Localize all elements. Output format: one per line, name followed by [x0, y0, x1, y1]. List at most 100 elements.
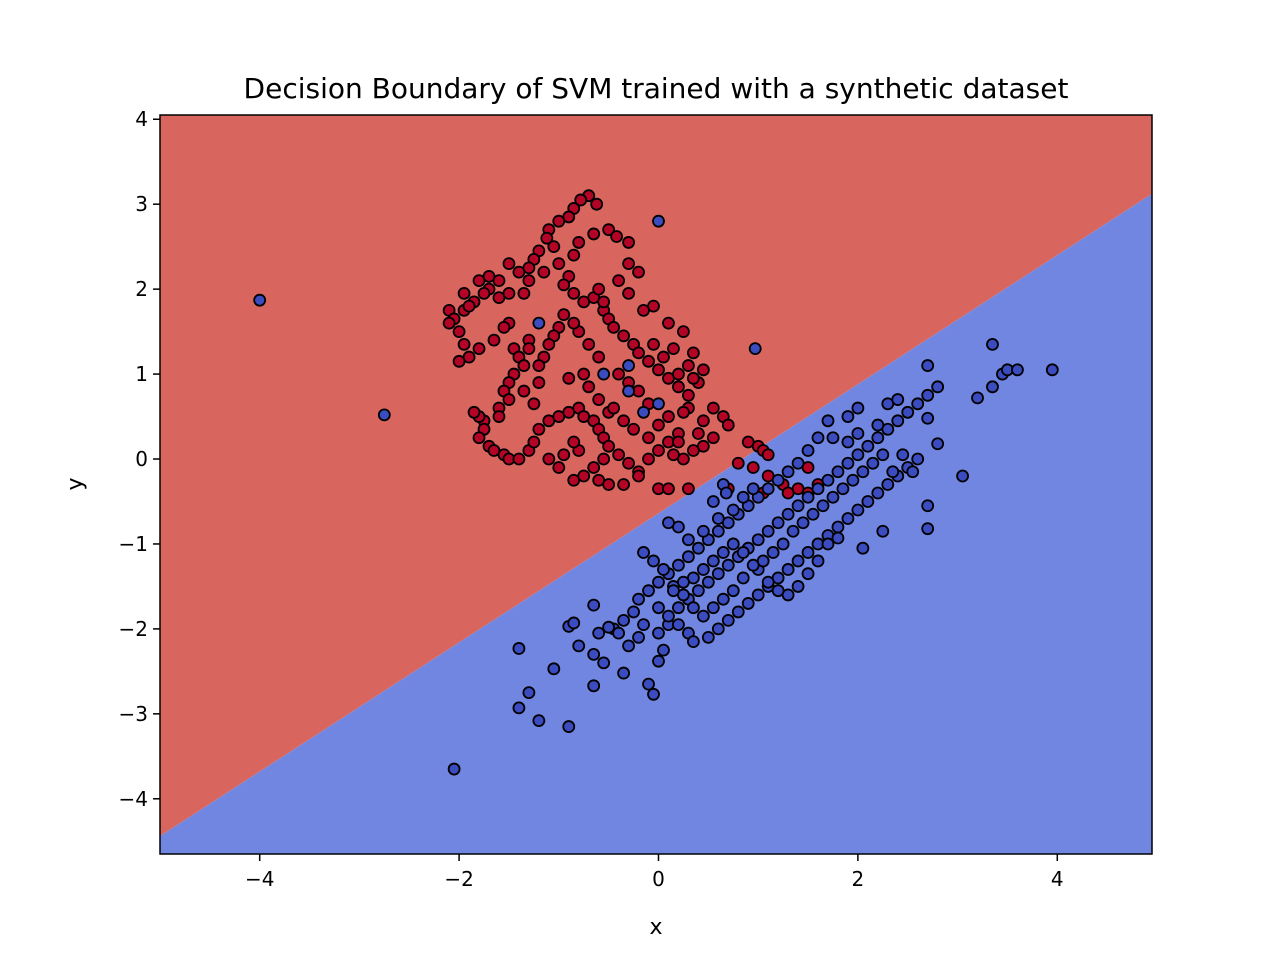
blue-class-point	[911, 397, 925, 411]
blue-class-point	[831, 520, 845, 534]
blue-class-point	[781, 465, 795, 479]
blue-class-point	[811, 554, 825, 568]
blue-class-point	[731, 605, 745, 619]
red-class-point	[642, 354, 655, 368]
red-class-point	[597, 295, 611, 309]
red-class-point	[647, 337, 660, 351]
blue-class-point	[622, 384, 635, 398]
blue-class-point	[691, 584, 705, 598]
blue-class-point	[816, 499, 830, 513]
blue-class-point	[801, 567, 815, 581]
red-class-point	[517, 286, 531, 300]
blue-class-point	[592, 626, 606, 640]
red-class-point	[517, 359, 531, 372]
blue-class-point	[746, 482, 760, 496]
red-class-point	[557, 448, 571, 462]
red-class-point	[542, 452, 556, 466]
red-class-point	[452, 354, 466, 368]
blue-class-point	[726, 503, 740, 517]
red-class-point	[557, 308, 571, 322]
blue-class-point	[911, 452, 925, 466]
red-class-point	[522, 274, 536, 288]
blue-class-region	[160, 193, 1152, 854]
red-class-point	[637, 303, 650, 317]
red-class-point	[542, 337, 556, 351]
blue-class-point	[622, 359, 635, 372]
blue-class-point	[686, 635, 700, 649]
blue-class-point	[716, 546, 730, 559]
blue-class-point	[956, 469, 969, 483]
red-class-point	[532, 376, 546, 389]
x-axis: −4 −2 0 2 4	[245, 854, 1064, 891]
y-tick-label: −4	[119, 787, 148, 811]
blue-class-point	[512, 701, 526, 715]
blue-class-point	[841, 512, 855, 525]
blue-class-point	[736, 490, 750, 504]
blue-class-point	[891, 414, 905, 428]
x-axis-label: x	[649, 915, 662, 940]
blue-class-point	[377, 408, 391, 422]
red-class-point	[682, 388, 695, 402]
red-class-point	[567, 316, 581, 330]
blue-class-point	[851, 427, 865, 440]
red-class-point	[682, 359, 695, 372]
blue-class-point	[851, 448, 865, 462]
blue-class-point	[682, 533, 695, 547]
red-class-point	[617, 478, 630, 491]
blue-class-point	[851, 503, 865, 517]
blue-class-point	[597, 367, 611, 381]
red-class-point	[602, 478, 616, 491]
blue-class-point	[836, 482, 850, 496]
red-class-point	[612, 448, 626, 462]
blue-class-point	[931, 437, 945, 451]
red-class-point	[472, 342, 486, 355]
blue-class-point	[736, 546, 750, 559]
blue-class-point	[876, 448, 890, 462]
blue-class-point	[871, 431, 885, 445]
red-class-point	[652, 444, 665, 457]
blue-class-point	[931, 380, 945, 394]
blue-class-point	[921, 359, 935, 372]
blue-class-point	[856, 465, 870, 479]
red-class-point	[642, 431, 655, 445]
blue-class-point	[617, 614, 630, 627]
y-tick-label: 1	[135, 362, 148, 386]
blue-class-point	[612, 626, 626, 640]
red-class-point	[677, 405, 690, 419]
red-class-point	[672, 367, 685, 381]
y-tick-label: 0	[135, 447, 148, 471]
blue-class-point	[881, 478, 895, 491]
blue-class-point	[791, 580, 805, 593]
blue-class-point	[672, 558, 685, 572]
blue-class-point	[627, 605, 640, 619]
blue-class-point	[771, 473, 785, 487]
red-class-point	[502, 393, 516, 406]
red-class-point	[610, 230, 624, 243]
blue-class-point	[716, 592, 730, 606]
blue-class-point	[532, 714, 546, 728]
red-class-point	[532, 359, 546, 372]
blue-class-point	[821, 537, 835, 551]
plot-frame	[159, 114, 1153, 855]
red-class-point	[622, 236, 635, 249]
blue-class-point	[791, 499, 805, 513]
blue-class-point	[781, 563, 795, 576]
red-class-point	[532, 422, 546, 436]
red-class-point	[467, 405, 481, 419]
y-axis: −4 −3 −2 −1 0 1 2 3 4	[119, 107, 160, 811]
blue-class-point	[512, 642, 526, 655]
red-class-point	[617, 329, 630, 343]
blue-class-point	[657, 643, 670, 657]
blue-class-point	[846, 473, 860, 487]
red-class-point	[462, 299, 476, 313]
blue-class-point	[672, 618, 685, 632]
red-class-point	[622, 456, 635, 470]
blue-class-point	[701, 630, 715, 644]
blue-class-point	[696, 524, 710, 538]
blue-class-point	[652, 397, 665, 411]
blue-class-point	[986, 380, 999, 394]
blue-class-point	[781, 507, 795, 521]
blue-class-point	[841, 435, 855, 449]
blue-class-point	[637, 546, 650, 559]
